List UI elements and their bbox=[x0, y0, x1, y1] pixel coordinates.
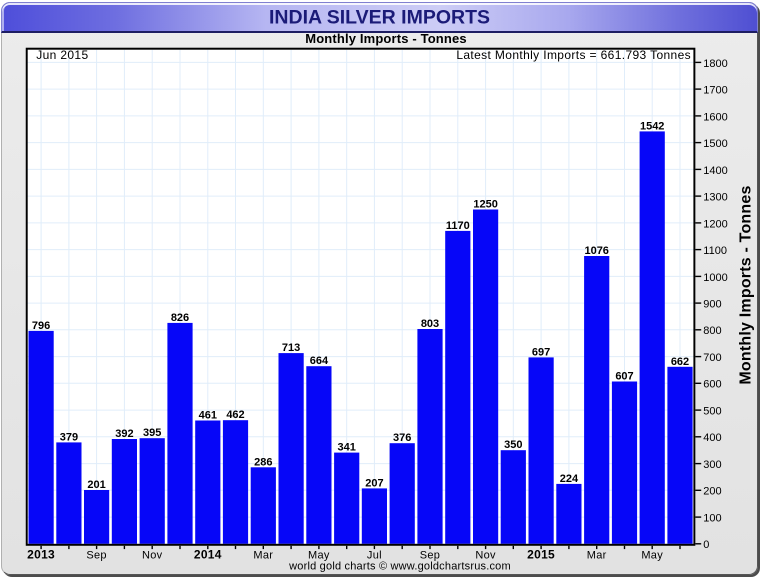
svg-text:803: 803 bbox=[421, 318, 439, 330]
svg-text:600: 600 bbox=[703, 379, 721, 391]
svg-text:Mar: Mar bbox=[587, 550, 607, 562]
svg-text:Latest Monthly Imports = 661.7: Latest Monthly Imports = 661.793 Tonnes bbox=[456, 48, 691, 62]
svg-text:1100: 1100 bbox=[703, 245, 727, 257]
svg-text:350: 350 bbox=[504, 439, 522, 451]
svg-text:341: 341 bbox=[338, 442, 356, 454]
svg-text:Nov: Nov bbox=[475, 550, 496, 562]
svg-text:1170: 1170 bbox=[446, 220, 470, 232]
svg-text:1400: 1400 bbox=[703, 165, 727, 177]
svg-text:2014: 2014 bbox=[194, 548, 222, 562]
svg-text:395: 395 bbox=[143, 427, 161, 439]
svg-text:900: 900 bbox=[703, 299, 721, 311]
svg-text:1542: 1542 bbox=[640, 120, 664, 132]
svg-text:1200: 1200 bbox=[703, 218, 727, 230]
svg-text:1600: 1600 bbox=[703, 111, 727, 123]
svg-text:224: 224 bbox=[560, 473, 579, 485]
svg-text:Jul: Jul bbox=[367, 550, 382, 562]
svg-text:376: 376 bbox=[393, 432, 411, 444]
svg-text:world gold charts © www.goldch: world gold charts © www.goldchartsrus.co… bbox=[288, 561, 511, 573]
svg-text:461: 461 bbox=[199, 410, 217, 422]
svg-text:826: 826 bbox=[171, 312, 189, 324]
svg-text:800: 800 bbox=[703, 325, 721, 337]
svg-text:0: 0 bbox=[703, 539, 709, 551]
svg-text:Monthly Imports - Tonnes: Monthly Imports - Tonnes bbox=[738, 185, 755, 384]
svg-text:700: 700 bbox=[703, 352, 721, 364]
svg-text:Nov: Nov bbox=[142, 550, 163, 562]
svg-text:2013: 2013 bbox=[27, 548, 55, 562]
svg-text:392: 392 bbox=[115, 428, 133, 440]
svg-text:100: 100 bbox=[703, 513, 721, 525]
svg-text:May: May bbox=[641, 550, 663, 562]
svg-text:Jun 2015: Jun 2015 bbox=[36, 48, 88, 62]
svg-text:201: 201 bbox=[87, 479, 105, 491]
svg-text:462: 462 bbox=[226, 409, 244, 421]
svg-text:1800: 1800 bbox=[703, 58, 727, 70]
svg-text:1250: 1250 bbox=[473, 199, 497, 211]
svg-text:796: 796 bbox=[32, 320, 50, 332]
svg-text:May: May bbox=[308, 550, 330, 562]
svg-text:207: 207 bbox=[365, 477, 383, 489]
svg-text:Mar: Mar bbox=[253, 550, 273, 562]
svg-text:2015: 2015 bbox=[527, 548, 555, 562]
svg-text:200: 200 bbox=[703, 486, 721, 498]
svg-text:713: 713 bbox=[282, 342, 300, 354]
svg-text:Sep: Sep bbox=[86, 550, 106, 562]
svg-text:286: 286 bbox=[254, 456, 272, 468]
svg-text:607: 607 bbox=[615, 371, 633, 383]
svg-text:664: 664 bbox=[310, 355, 329, 367]
svg-text:1500: 1500 bbox=[703, 138, 727, 150]
svg-text:1700: 1700 bbox=[703, 85, 727, 97]
svg-text:300: 300 bbox=[703, 459, 721, 471]
svg-text:400: 400 bbox=[703, 432, 721, 444]
svg-text:697: 697 bbox=[532, 346, 550, 358]
svg-text:Sep: Sep bbox=[420, 550, 440, 562]
svg-text:662: 662 bbox=[671, 356, 689, 368]
svg-text:1300: 1300 bbox=[703, 192, 727, 204]
svg-text:379: 379 bbox=[60, 431, 78, 443]
svg-text:1076: 1076 bbox=[584, 245, 608, 257]
svg-text:500: 500 bbox=[703, 406, 721, 418]
svg-text:1000: 1000 bbox=[703, 272, 727, 284]
